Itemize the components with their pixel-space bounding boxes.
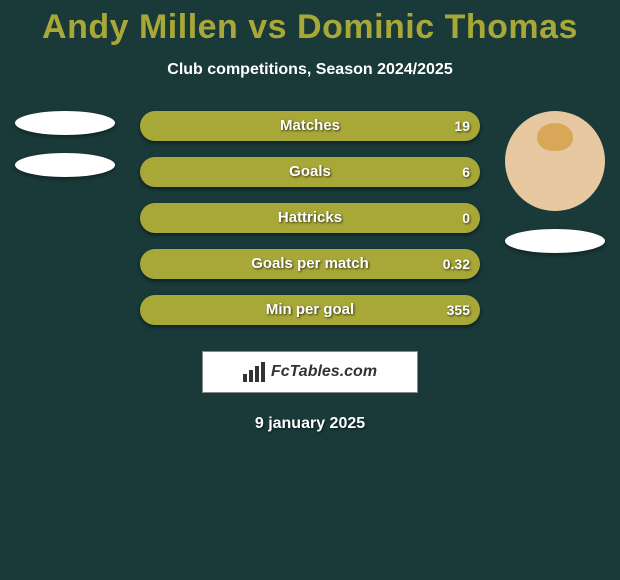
bar-value-right: 6 <box>462 157 470 187</box>
player-right-shadow <box>505 229 605 253</box>
player-right-avatar <box>505 111 605 211</box>
bar-label: Matches <box>140 111 480 141</box>
bar-row: Goals per match0.32 <box>140 249 480 279</box>
player-left-shadow-2 <box>15 153 115 177</box>
page-title: Andy Millen vs Dominic Thomas <box>0 0 620 47</box>
bar-value-right: 19 <box>454 111 470 141</box>
bar-label: Min per goal <box>140 295 480 325</box>
bar-label: Goals per match <box>140 249 480 279</box>
bar-value-right: 0.32 <box>443 249 470 279</box>
bar-value-right: 355 <box>447 295 470 325</box>
player-right-column <box>495 111 615 253</box>
bar-value-right: 0 <box>462 203 470 233</box>
date-text: 9 january 2025 <box>0 415 620 433</box>
player-left-column <box>5 111 125 177</box>
comparison-chart: Matches19 Goals6 Hattricks0 Goals per match… <box>0 111 620 331</box>
bar-label: Hattricks <box>140 203 480 233</box>
branding-badge: FcTables.com <box>202 351 418 393</box>
bar-row: Matches19 <box>140 111 480 141</box>
bar-row: Goals6 <box>140 157 480 187</box>
subtitle: Club competitions, Season 2024/2025 <box>0 61 620 79</box>
branding-text: FcTables.com <box>271 363 377 381</box>
bar-label: Goals <box>140 157 480 187</box>
bars-container: Matches19 Goals6 Hattricks0 Goals per match… <box>140 111 480 341</box>
bar-row: Hattricks0 <box>140 203 480 233</box>
bar-row: Min per goal355 <box>140 295 480 325</box>
bars-icon <box>243 362 265 382</box>
player-left-shadow <box>15 111 115 135</box>
